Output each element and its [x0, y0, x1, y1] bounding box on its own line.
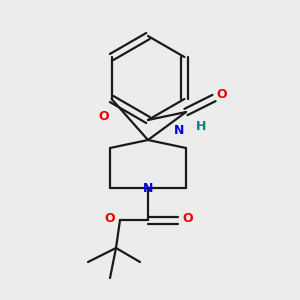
Text: O: O: [98, 110, 109, 124]
Text: H: H: [196, 119, 206, 133]
Text: N: N: [143, 182, 153, 194]
Text: N: N: [174, 124, 184, 136]
Text: O: O: [105, 212, 115, 224]
Text: O: O: [183, 212, 193, 224]
Text: O: O: [217, 88, 227, 100]
